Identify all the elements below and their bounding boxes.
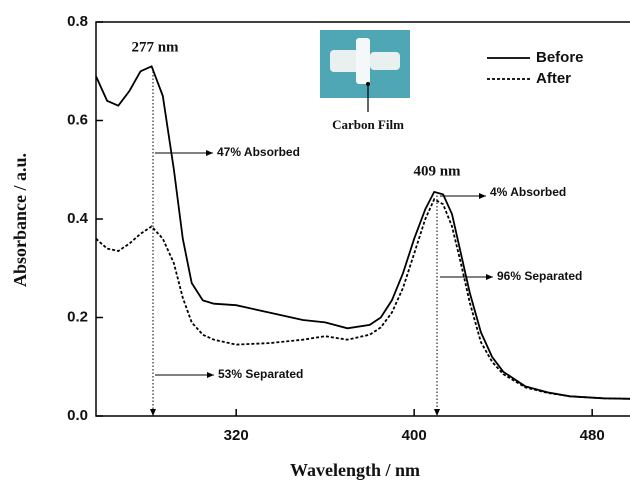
y-tick-label: 0.8 <box>67 13 88 30</box>
y-tick-label: 0.2 <box>67 308 88 325</box>
arrow-head <box>479 193 486 199</box>
x-tick-label: 320 <box>224 427 249 444</box>
annotation: 409 nm <box>413 163 461 179</box>
annotation: 53% Separated <box>218 367 303 381</box>
arrow-head <box>206 150 213 156</box>
annotation: Carbon Film <box>332 117 404 132</box>
annotation: 96% Separated <box>497 269 582 283</box>
x-tick-label: 480 <box>580 427 605 444</box>
legend-label: After <box>536 70 571 87</box>
arrow-head <box>434 409 440 416</box>
annotation: 47% Absorbed <box>217 145 300 159</box>
series-line <box>95 65 630 400</box>
x-axis-label: Wavelength / nm <box>290 460 420 480</box>
y-tick-label: 0.6 <box>67 111 88 128</box>
series-line <box>95 198 630 400</box>
annotation: 277 nm <box>131 39 179 55</box>
y-axis-label: Absorbance / a.u. <box>10 153 30 287</box>
arrow-head <box>150 409 156 416</box>
annotation: 4% Absorbed <box>490 185 566 199</box>
x-tick-label: 400 <box>402 427 427 444</box>
arrow-head <box>207 372 214 378</box>
legend-label: Before <box>536 49 584 66</box>
arrow-head <box>486 274 493 280</box>
y-tick-label: 0.4 <box>67 210 89 227</box>
inset-photo <box>320 30 410 112</box>
y-tick-label: 0.0 <box>67 407 88 424</box>
